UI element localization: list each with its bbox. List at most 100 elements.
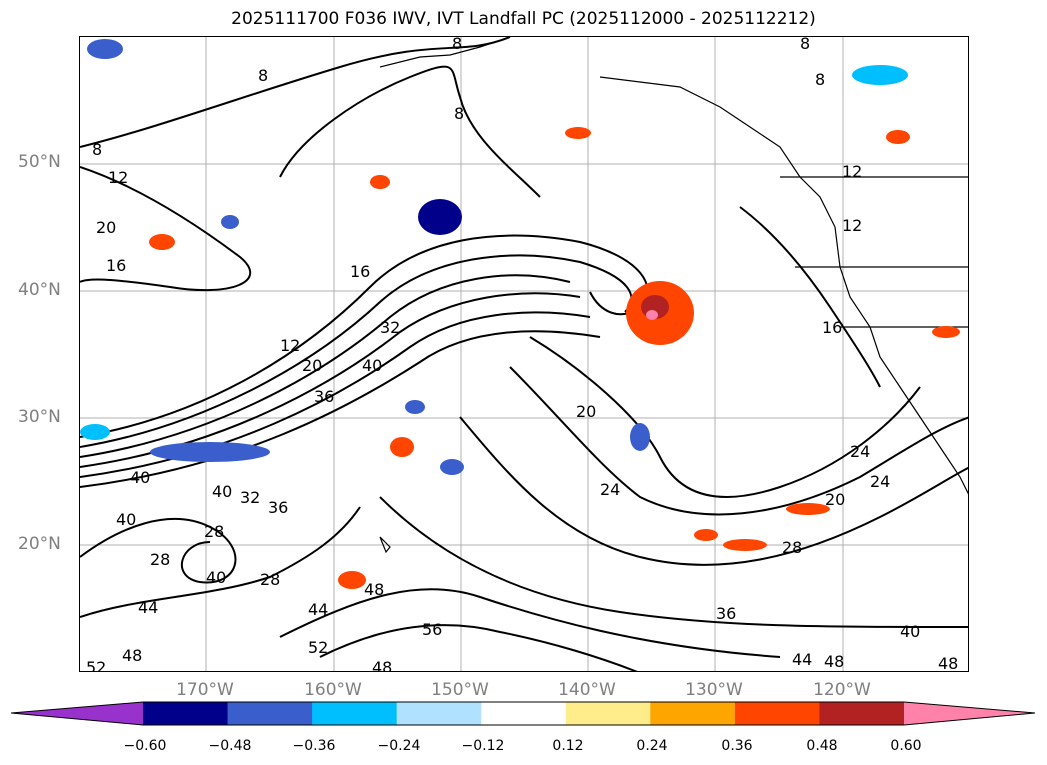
shade-neg-5 xyxy=(150,442,270,462)
colorbar-segment xyxy=(481,702,567,725)
contour-label: 44 xyxy=(792,650,812,669)
contour-label: 20 xyxy=(576,402,596,421)
colorbar-segment xyxy=(565,702,651,725)
contour-label: 24 xyxy=(870,472,890,491)
contour-label: 52 xyxy=(86,658,106,672)
contour-label: 40 xyxy=(212,482,232,501)
contour-52-south xyxy=(319,624,638,671)
contour-24-jet xyxy=(80,292,581,468)
shade-pos-12 xyxy=(370,175,390,189)
contour-label: 40 xyxy=(206,568,226,587)
shade-neg-4 xyxy=(221,215,239,229)
contour-label: 12 xyxy=(108,168,128,187)
shade-pos-10 xyxy=(886,130,910,144)
contour-label: 28 xyxy=(150,550,170,569)
contour-label: 36 xyxy=(268,498,288,517)
contour-16-jet xyxy=(80,254,633,448)
contour-label: 28 xyxy=(782,538,802,557)
contour-label: 16 xyxy=(822,318,842,337)
contour-label: 16 xyxy=(350,262,370,281)
lat-label-50n: 50°N xyxy=(18,152,61,172)
lon-label-140w: 140°W xyxy=(558,680,616,700)
contour-label: 36 xyxy=(314,387,334,406)
contour-label: 12 xyxy=(842,162,862,181)
contour-label: 28 xyxy=(204,522,224,541)
contour-label: 48 xyxy=(372,658,392,672)
shade-pos-8 xyxy=(149,234,175,250)
contour-label: 44 xyxy=(308,600,328,619)
colorbar-tick-label: 0.12 xyxy=(552,738,584,754)
contour-28-south xyxy=(459,416,968,566)
shade-pos-7 xyxy=(723,539,767,551)
colorbar xyxy=(11,701,1036,726)
shade-neg-7 xyxy=(630,423,650,451)
contour-label: 48 xyxy=(938,654,958,672)
contour-label: 52 xyxy=(308,638,328,657)
coastlines xyxy=(379,37,968,554)
shade-neg-1 xyxy=(87,39,123,59)
contour-8-mid xyxy=(279,65,541,198)
contour-label: 16 xyxy=(106,256,126,275)
lon-label-160w: 160°W xyxy=(304,680,362,700)
graticule xyxy=(80,37,968,671)
colorbar-segment-extend-high xyxy=(904,702,1035,725)
shade-pos-9 xyxy=(565,127,591,139)
colorbar-segment xyxy=(650,702,736,725)
contour-label: 20 xyxy=(302,356,322,375)
lon-label-170w: 170°W xyxy=(176,680,234,700)
lon-label-130w: 130°W xyxy=(685,680,743,700)
shade-pos-4 xyxy=(390,437,414,457)
map-title: 2025111700 F036 IWV, IVT Landfall PC (20… xyxy=(231,9,816,29)
colorbar-tick-label: 0.60 xyxy=(890,738,922,754)
contour-label: 32 xyxy=(240,488,260,507)
contour-label: 44 xyxy=(138,598,158,617)
contour-44-west xyxy=(80,506,361,618)
colorbar-segment xyxy=(312,702,398,725)
contour-label: 40 xyxy=(362,356,382,375)
colorbar-outline xyxy=(11,701,1036,726)
shade-neg-2 xyxy=(852,65,908,85)
colorbar-segment xyxy=(396,702,482,725)
contour-label: 28 xyxy=(260,570,280,589)
lon-label-120w: 120°W xyxy=(813,680,871,700)
colorbar-tick-label: −0.12 xyxy=(461,738,505,754)
contour-44-south xyxy=(279,588,781,658)
contour-label: 40 xyxy=(116,510,136,529)
contour-label: 48 xyxy=(824,652,844,671)
lat-label-20n: 20°N xyxy=(18,534,61,554)
contour-label: 40 xyxy=(130,468,150,487)
contour-label: 12 xyxy=(280,336,300,355)
contour-label: 24 xyxy=(850,442,870,461)
contour-label: 24 xyxy=(600,480,620,499)
shade-pos-3 xyxy=(646,310,658,320)
shade-neg-8 xyxy=(440,459,464,475)
contour-40-hi xyxy=(80,518,237,584)
lon-label-150w: 150°W xyxy=(431,680,489,700)
shade-pos-6 xyxy=(786,503,830,515)
lat-label-30n: 30°N xyxy=(18,407,61,427)
shade-neg-9 xyxy=(405,400,425,414)
hawaii-islands xyxy=(379,536,391,554)
contour-label: 56 xyxy=(422,620,442,639)
west-coast xyxy=(599,76,968,495)
contour-label: 48 xyxy=(364,580,384,599)
colorbar-tick-label: 0.48 xyxy=(806,738,838,754)
contour-12-west xyxy=(80,166,252,292)
shade-pos-5 xyxy=(338,571,366,589)
pc-shading xyxy=(80,39,960,589)
contour-label: 8 xyxy=(454,104,464,123)
colorbar-segment xyxy=(227,702,313,725)
contour-label: 20 xyxy=(96,218,116,237)
contour-label: 12 xyxy=(842,216,862,235)
contour-label: 36 xyxy=(716,604,736,623)
contour-20-jet xyxy=(80,274,571,458)
contour-8-north xyxy=(80,37,511,148)
colorbar-tick-label: 0.24 xyxy=(636,738,668,754)
colorbar-segments xyxy=(11,702,1035,725)
contour-label-group: 8 8 8 8 8 8 12 20 16 16 12 20 32 40 36 2… xyxy=(86,37,958,672)
contour-label: 8 xyxy=(92,140,102,159)
contour-label: 8 xyxy=(815,70,825,89)
colorbar-segment-extend-low xyxy=(11,702,143,725)
lat-label-40n: 40°N xyxy=(18,280,61,300)
contour-label: 32 xyxy=(380,318,400,337)
